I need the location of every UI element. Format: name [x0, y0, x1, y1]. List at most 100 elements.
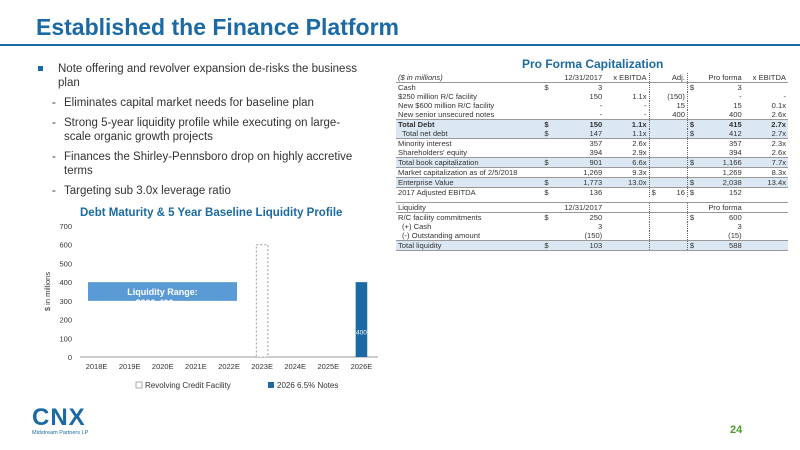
dollar-sign: $ [544, 188, 549, 197]
row-label: Enterprise Value [396, 177, 543, 188]
logo-text: CNX [32, 404, 86, 431]
multiple-2017: 1.1x [604, 119, 650, 129]
row-label: Minority interest [396, 138, 543, 148]
multiple-2017: 2.9x [632, 148, 647, 157]
sub-bullet-text: Targeting sub 3.0x leverage ratio [64, 185, 231, 197]
dollar-sign [542, 138, 555, 148]
multiple-2017 [604, 83, 649, 93]
value-pro-forma: 1,269 [722, 168, 742, 177]
dollar-sign [648, 92, 662, 101]
dollar-sign: $ [686, 187, 700, 197]
row-label: Cash [398, 83, 416, 92]
title-divider [0, 44, 800, 46]
cap-table-title: Pro Forma Capitalization [522, 57, 664, 71]
cap-table-row: Total net debt $147 1.1x $412 2.7x [396, 129, 788, 139]
dollar-sign: $ [686, 212, 700, 222]
cap-table-row: Shareholders' equity 394 2.9x 394 2.6x [396, 148, 788, 158]
row-label: Total liquidity [396, 239, 543, 251]
logo-subtext: Midstream Partners LP [32, 430, 89, 436]
value-2017: 394 [589, 148, 603, 157]
empty [744, 222, 788, 231]
dollar-sign: $ [544, 212, 549, 222]
adjustment [661, 129, 688, 139]
value-pro-forma: 415 [699, 119, 744, 129]
y-tick-label: 100 [59, 334, 72, 343]
empty [743, 239, 788, 251]
debt-maturity-chart: 0 100 200 300 400 500 600 700 $ in millions Liqui… [43, 222, 378, 390]
cap-table-row: $250 million R/C facility 150 1.1x (150) - - [396, 92, 788, 101]
cap-table-row: Enterprise Value $1,773 13.0x $2,038 13.4x [396, 177, 788, 188]
dollar-sign [542, 110, 555, 120]
value-pro-forma: 357 [699, 138, 744, 148]
row-label: R/C facility commitments [398, 212, 482, 222]
dollar-sign [542, 148, 554, 158]
page-number: 24 [730, 424, 743, 436]
value-2017: 901 [554, 157, 605, 168]
value-2017: 250 [589, 212, 603, 222]
dash-icon: - [52, 151, 56, 163]
multiple-pro-forma [744, 83, 788, 93]
header-cell [648, 201, 662, 213]
y-tick-label: 300 [59, 297, 72, 306]
header-cell: ($ in millions) [396, 73, 543, 83]
value-pro-forma: 600 [729, 212, 742, 222]
header-cell: x EBITDA [604, 73, 650, 83]
dollar-sign [686, 167, 700, 178]
header-cell: x EBITDA [743, 73, 788, 83]
multiple-pro-forma: 2.3x [743, 138, 788, 148]
y-tick-label: 700 [59, 222, 72, 231]
value-pro-forma: 2,038 [699, 177, 744, 188]
dollar-sign: $ [542, 177, 555, 188]
x-tick-label: 2025E [317, 362, 339, 371]
legend-swatch-rcf [135, 381, 143, 389]
bullet-list: Note offering and revolver expansion de-… [36, 62, 366, 204]
adjustment: 15 [676, 101, 685, 110]
header-cell [542, 201, 555, 213]
y-axis-title: $ in millions [43, 272, 52, 311]
multiple-pro-forma: 2.6x [743, 110, 788, 120]
dollar-sign [648, 82, 662, 92]
value-pro-forma: 3 [737, 221, 742, 231]
header-cell [686, 73, 700, 83]
adjustment: 400 [661, 110, 688, 120]
multiple-pro-forma: 2.7x [743, 129, 788, 139]
legend-label-notes: 2026 6.5% Notes [277, 381, 338, 390]
multiple-pro-forma: 2.6x [771, 148, 786, 157]
multiple-2017: - [604, 110, 650, 120]
multiple-2017: 1.1x [604, 129, 650, 139]
cap-table-row: New senior unsecured notes - -400 400 2.6x [396, 110, 788, 120]
header-cell [648, 73, 662, 83]
multiple-2017: 13.0x [604, 177, 650, 188]
dollar-sign [648, 129, 662, 139]
dollar-sign [542, 168, 554, 178]
adjustment: (150) [667, 92, 685, 101]
y-tick-label: 0 [68, 353, 72, 362]
liquidity-range-box [88, 282, 237, 301]
sub-bullet-text: Strong 5-year liquidity profile while ex… [64, 117, 341, 143]
value-pro-forma: 394 [729, 148, 742, 157]
bar-2023E [255, 244, 269, 358]
header-cell: 12/31/2017 [554, 73, 605, 83]
dollar-sign [648, 148, 662, 158]
sub-bullet: - Finances the Shirley-Pennsboro drop on … [36, 150, 366, 178]
empty [604, 239, 650, 251]
value-2017: (150) [584, 230, 603, 240]
empty [744, 212, 788, 222]
header-cell [686, 201, 700, 213]
dollar-sign [648, 157, 662, 168]
cap-table-row: Total Debt $150 1.1x $415 2.7x [396, 119, 788, 129]
dollar-sign [648, 110, 662, 120]
header-cell: Pro forma [699, 201, 744, 213]
x-tick-label: 2026E [351, 362, 373, 371]
dollar-sign [686, 101, 700, 110]
value-2017: 147 [554, 129, 605, 139]
legend-label-rcf: Revolving Credit Facility [145, 381, 231, 390]
multiple-2017: 2.6x [604, 138, 650, 148]
cap-table-row: Minority interest 357 2.6x 357 2.3x [396, 138, 788, 148]
multiple-2017 [604, 188, 649, 198]
y-tick-label: 200 [59, 316, 72, 325]
x-tick-label: 2022E [218, 362, 240, 371]
sub-bullet: - Eliminates capital market needs for bas… [36, 96, 366, 110]
y-tick-label: 500 [59, 259, 72, 268]
chart-title: Debt Maturity & 5 Year Baseline Liquidit… [80, 207, 343, 219]
